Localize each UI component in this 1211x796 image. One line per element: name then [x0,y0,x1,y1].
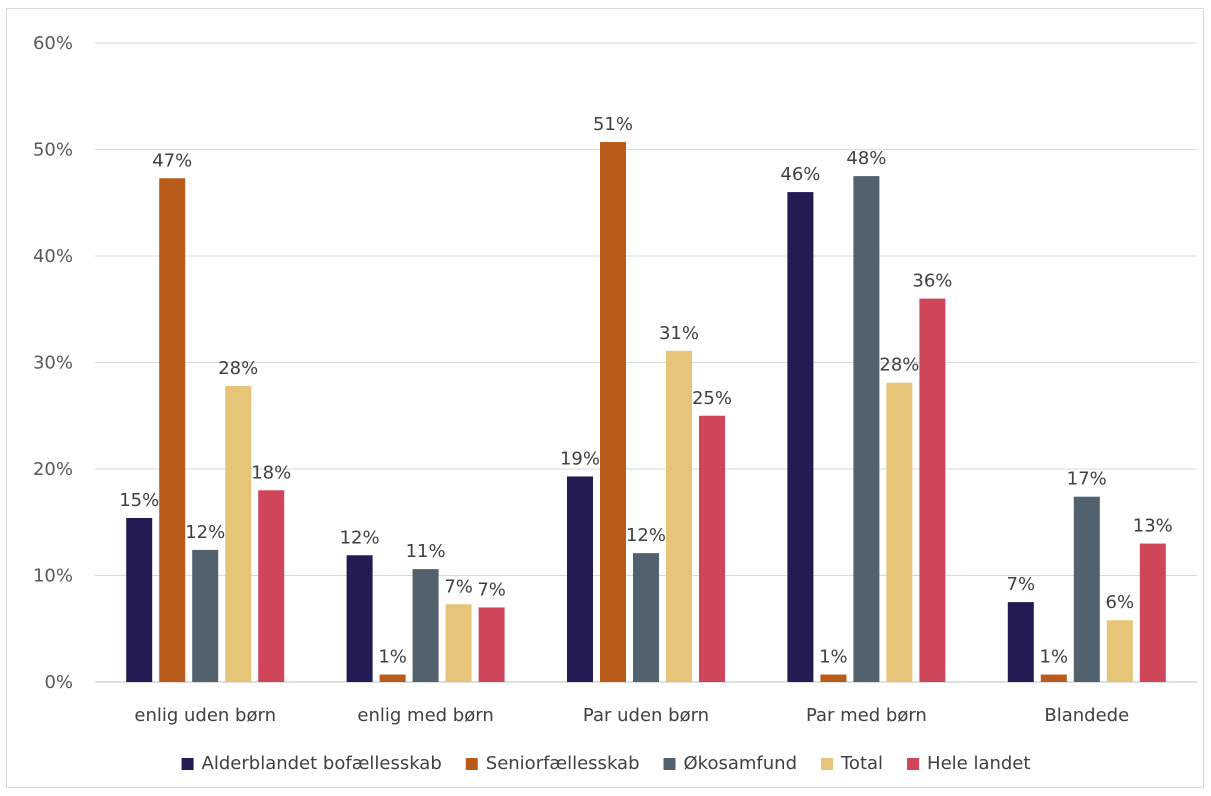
x-category-label: enlig med børn [357,705,493,726]
bar [192,549,219,682]
y-tick-label: 0% [44,672,73,693]
data-label: 46% [780,164,820,185]
data-label: 17% [1067,469,1107,490]
legend-swatch [820,758,833,770]
legend-swatch [465,758,478,770]
data-label: 12% [185,522,225,543]
legend-swatch [907,758,920,770]
bar [412,569,439,682]
legend-item: Total [820,753,883,774]
y-tick-label: 10% [33,566,73,587]
bar [1007,602,1034,682]
bar [919,298,946,682]
data-label: 1% [1040,647,1069,668]
y-tick-label: 50% [33,140,73,161]
legend-item: Økosamfund [663,753,797,774]
data-label: 28% [218,358,258,379]
bar [445,604,472,682]
bar [379,674,406,682]
data-label: 11% [406,541,446,562]
bar [1040,674,1067,682]
x-category-label: Par med børn [806,705,927,726]
data-label: 15% [119,490,159,511]
bar [1106,620,1133,682]
data-label: 51% [593,114,633,135]
bar [346,555,373,682]
legend-swatch [181,758,194,770]
legend-label: Alderblandet bofællesskab [202,753,442,774]
legend-label: Hele landet [927,753,1030,774]
data-label: 6% [1106,592,1135,613]
data-label: 1% [819,647,848,668]
legend-label: Seniorfællesskab [486,753,640,774]
bar [787,192,814,682]
bar [886,382,913,682]
data-label: 19% [560,448,600,469]
bar-chart: 0% 10% 20% 30% 40% 50% 60% 15% 47% 12% 28% 18% 12% 1… [33,33,1197,774]
bar [699,415,725,682]
bar [478,607,505,682]
data-label: 31% [659,323,699,344]
bars [126,142,1166,683]
y-tick-label: 40% [33,246,73,267]
bar [1139,543,1166,682]
bar [159,178,186,682]
bar [633,553,659,682]
data-label: 7% [477,579,506,600]
legend-swatch [663,758,676,770]
legend-label: Total [840,753,883,774]
data-label: 48% [846,148,886,169]
bar [600,142,626,683]
bar [820,674,847,682]
bar [1073,496,1100,682]
legend-item: Hele landet [907,753,1030,774]
data-label: 25% [692,388,732,409]
bar [126,517,153,682]
bar [853,176,880,682]
data-label: 47% [152,150,192,171]
bar [225,385,252,682]
x-category-label: Blandede [1044,705,1129,726]
data-label: 1% [378,647,407,668]
y-tick-label: 20% [33,459,73,480]
x-category-label: enlig uden børn [134,705,276,726]
data-label: 7% [444,576,473,597]
data-label: 7% [1007,574,1036,595]
legend-item: Seniorfællesskab [465,753,640,774]
data-label: 36% [912,271,952,292]
x-axis-category-labels: enlig uden børn enlig med børn Par uden bø… [134,705,1129,726]
legend: Alderblandet bofællesskab Seniorfællesska… [181,753,1030,774]
data-labels: 15%47%12%28%18%12%1%11%7% 7%19%51%12%31%2… [119,114,1173,668]
bar [567,476,593,682]
x-category-label: Par uden børn [583,705,709,726]
data-label: 13% [1133,516,1173,537]
chart-frame: 0% 10% 20% 30% 40% 50% 60% 15% 47% 12% 28% 18% 12% 1… [6,8,1204,788]
y-tick-label: 30% [33,353,73,374]
data-label: 18% [251,462,291,483]
legend-item: Alderblandet bofællesskab [181,753,442,774]
bar [666,350,692,682]
bar [258,490,285,682]
data-label: 28% [879,355,919,376]
data-label: 12% [340,527,380,548]
y-axis-tick-labels: 0% 10% 20% 30% 40% 50% 60% [33,33,73,693]
y-tick-label: 60% [33,33,73,54]
data-label: 12% [626,525,666,546]
legend-label: Økosamfund [684,753,797,774]
